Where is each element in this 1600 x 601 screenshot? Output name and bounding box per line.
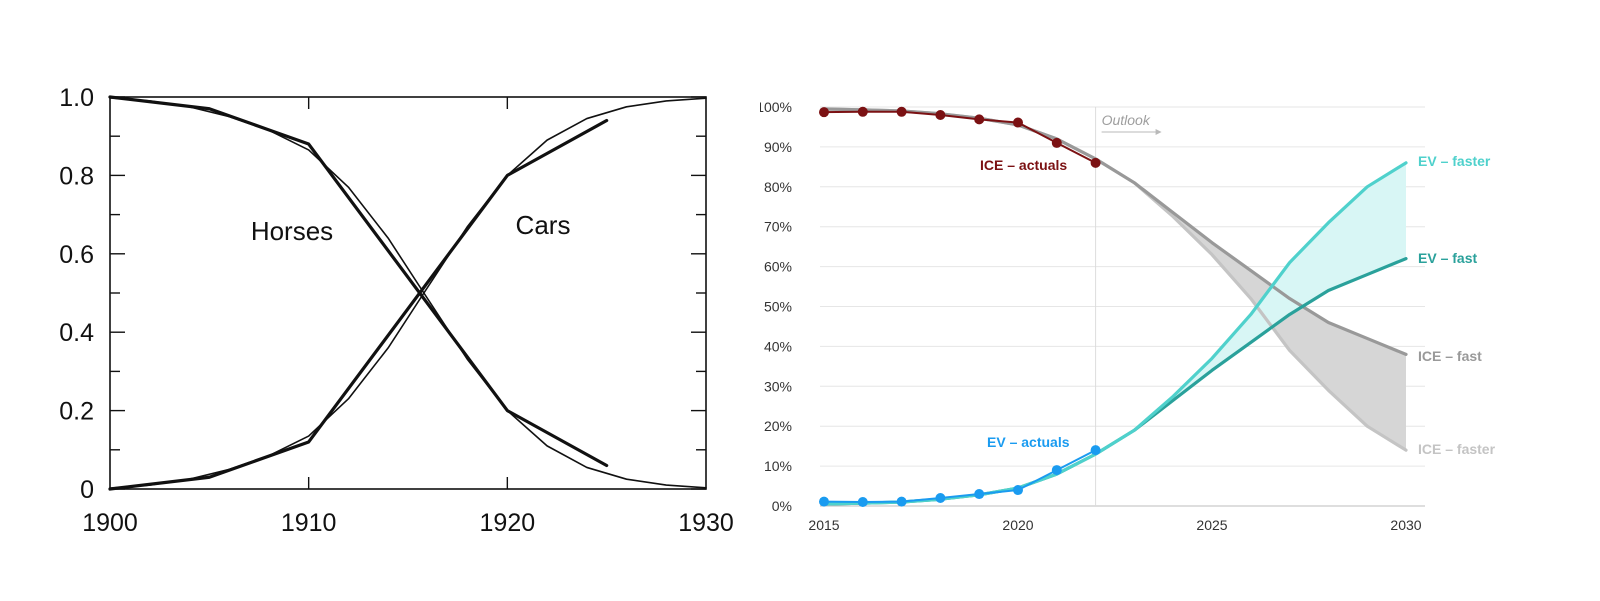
- y-tick-label: 0: [80, 476, 94, 504]
- ice-actuals-point: [1013, 117, 1023, 128]
- ice-actuals-line: [823, 110, 1097, 164]
- y-tick-label: 20%: [764, 418, 792, 434]
- ev-actuals-point: [857, 497, 868, 508]
- y-tick-label: 10%: [764, 458, 792, 474]
- ice-actuals-point: [1051, 137, 1062, 148]
- y-tick-label: 0.8: [59, 162, 94, 190]
- ev-actuals-point: [1090, 445, 1101, 456]
- ev-actuals-point: [1051, 465, 1062, 476]
- ice-actuals-point: [857, 106, 868, 117]
- outlook-label: Outlook: [1102, 112, 1151, 128]
- cars-annotation: Cars: [516, 210, 571, 240]
- y-tick-label: 1.0: [59, 84, 94, 112]
- ev-actuals-line: [823, 449, 1097, 504]
- y-tick-label: 80%: [764, 179, 792, 195]
- ev-actuals-point: [935, 493, 946, 504]
- y-tick-label: 0%: [772, 498, 792, 514]
- ice-actuals-point: [896, 106, 907, 117]
- ice-faster-label: ICE – faster: [1418, 441, 1496, 457]
- y-tick-label: 90%: [764, 139, 792, 155]
- x-tick-label: 1910: [281, 509, 337, 537]
- ev-faster-label: EV – faster: [1418, 153, 1491, 169]
- x-tick-label: 2015: [808, 517, 839, 533]
- cars-fit-line: [109, 97, 707, 490]
- ice-actuals-point: [935, 109, 946, 120]
- ev-actuals-point: [974, 489, 985, 500]
- x-tick-label: 1930: [678, 509, 734, 537]
- ev-actuals-point: [819, 496, 829, 507]
- y-tick-label: 40%: [764, 338, 792, 354]
- ice-actuals-point: [819, 107, 829, 118]
- y-tick-label: 0.6: [59, 241, 94, 269]
- ev-actuals-label: EV – actuals: [987, 434, 1070, 450]
- ev-actuals-point: [896, 496, 907, 507]
- horses-annotation: Horses: [251, 216, 333, 246]
- x-tick-label: 1920: [480, 509, 536, 537]
- y-tick-label: 60%: [764, 259, 792, 275]
- y-tick-label: 0.4: [59, 319, 94, 347]
- ev-actuals-point: [1013, 485, 1023, 496]
- x-tick-label: 2025: [1196, 517, 1227, 533]
- plot-frame: [109, 96, 707, 490]
- ice-actuals-point: [974, 114, 985, 125]
- ice-actuals-label: ICE – actuals: [980, 157, 1067, 173]
- ev-fast-label: EV – fast: [1418, 250, 1477, 266]
- horses-vs-cars-chart: 0 0.2 0.4 0.6 0.8 1.0 1900 1910 1920 1930 Horses Ca…: [59, 84, 734, 537]
- horses-observed-line: [108, 95, 609, 468]
- y-tick-label: 100%: [760, 99, 792, 115]
- y-tick-label: 30%: [764, 378, 792, 394]
- y-tick-label: 0.2: [59, 398, 94, 426]
- y-tick-label: 70%: [764, 219, 792, 235]
- y-tick-label: 50%: [764, 299, 792, 315]
- ice-vs-ev-share-chart: 0% 10% 20% 30% 40% 50% 60% 70% 80% 90% 100% 2015 202…: [760, 99, 1496, 533]
- ice-fast-label: ICE – fast: [1418, 348, 1482, 364]
- cars-observed-line: [108, 118, 609, 491]
- x-tick-label: 2030: [1390, 517, 1421, 533]
- ice-actuals-point: [1090, 157, 1101, 168]
- outlook-arrow-head: [1155, 129, 1162, 135]
- x-tick-label: 2020: [1002, 517, 1033, 533]
- x-tick-label: 1900: [82, 509, 138, 537]
- horses-fit-line: [109, 96, 707, 489]
